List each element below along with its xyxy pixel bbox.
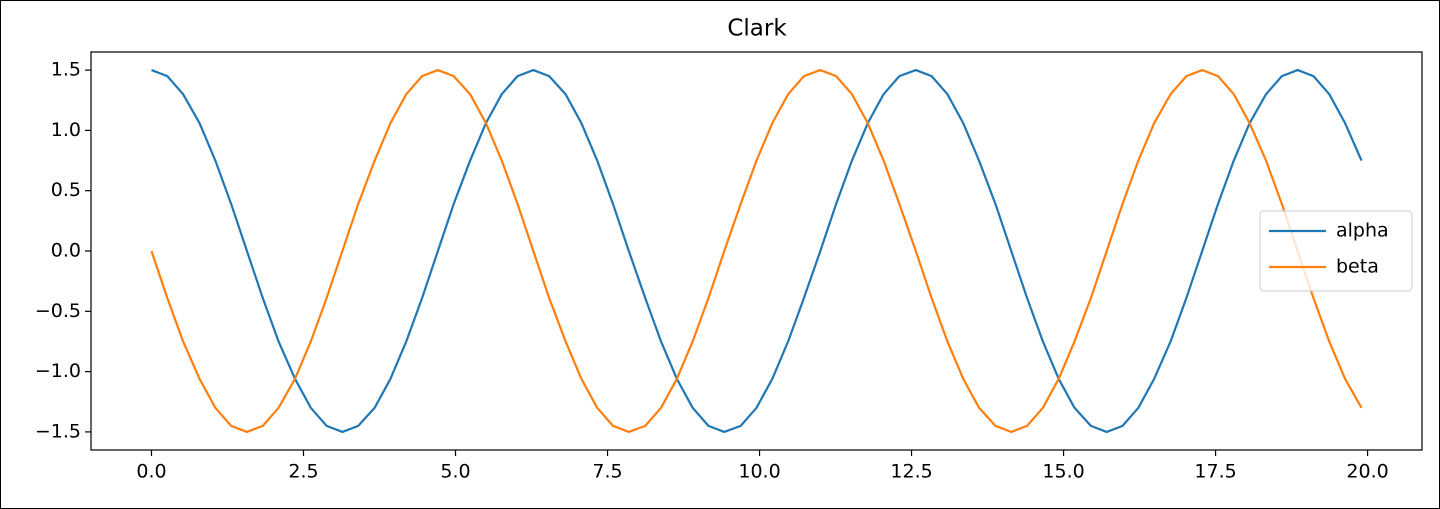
y-tick-label: 0.5 — [51, 179, 81, 201]
x-tick-label: 2.5 — [288, 461, 318, 483]
y-tick-label: −1.0 — [35, 360, 81, 382]
chart-title: Clark — [727, 16, 787, 42]
axes-frame — [90, 51, 1423, 451]
x-tick-label: 15.0 — [1042, 461, 1084, 483]
x-tick-label: 17.5 — [1194, 461, 1236, 483]
x-tick-label: 12.5 — [890, 461, 932, 483]
x-tick-label: 7.5 — [592, 461, 622, 483]
y-tick-label: 0.0 — [51, 240, 81, 262]
legend-label: beta — [1336, 256, 1379, 278]
y-tick-label: 1.0 — [51, 119, 81, 141]
legend-label: alpha — [1336, 220, 1389, 242]
y-tick-label: −0.5 — [35, 300, 81, 322]
series-line — [150, 68, 1363, 434]
y-tick-label: 1.5 — [51, 59, 81, 81]
x-tick-label: 0.0 — [136, 461, 166, 483]
x-tick-label: 20.0 — [1346, 461, 1388, 483]
series-line — [151, 68, 1363, 434]
x-tick-label: 10.0 — [738, 461, 780, 483]
y-tick-label: −1.5 — [35, 420, 81, 442]
x-tick-label: 5.0 — [440, 461, 470, 483]
